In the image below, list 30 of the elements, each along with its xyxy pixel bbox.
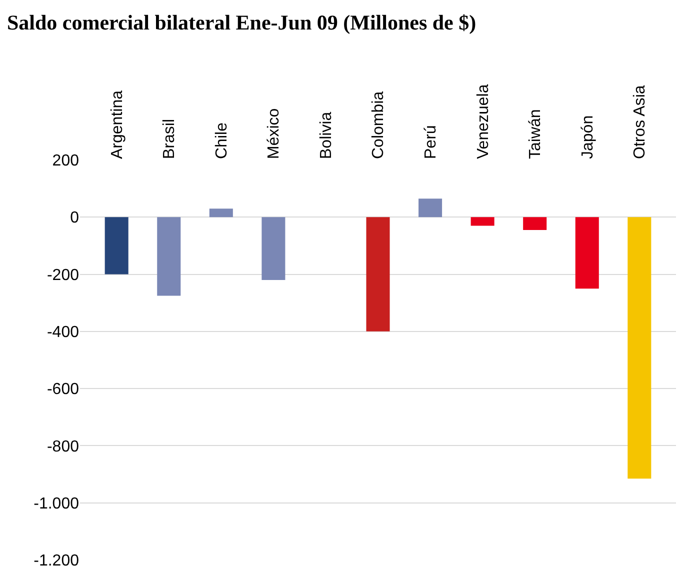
bar	[157, 217, 181, 296]
bar	[262, 217, 286, 280]
x-tick-label: Colombia	[370, 91, 388, 159]
y-tick-label: -1.000	[34, 495, 80, 512]
y-tick-label: 0	[70, 210, 80, 227]
y-tick-label: -600	[46, 381, 80, 398]
x-tick-label: Venezuela	[474, 84, 492, 159]
bar	[628, 217, 652, 479]
x-tick-label: Argentina	[108, 90, 126, 159]
bar	[575, 217, 599, 289]
y-tick-label: -400	[46, 324, 80, 342]
x-tick-label: Brasil	[161, 118, 178, 159]
bar	[470, 217, 494, 226]
y-tick-label: 200	[52, 152, 80, 170]
bar	[104, 217, 128, 274]
y-tick-label: -1.200	[34, 552, 80, 570]
x-tick-label: Japón	[579, 115, 596, 159]
x-tick-label: Otros Asia	[632, 85, 649, 159]
bar	[418, 198, 442, 218]
x-tick-label: Taiwán	[527, 109, 544, 159]
y-tick-label: -800	[46, 438, 80, 456]
chart-title: Saldo comercial bilateral Ene-Jun 09 (Millones de $)	[6, 10, 476, 34]
bar	[523, 217, 547, 230]
bar	[209, 208, 233, 218]
y-tick-label: -200	[46, 266, 80, 284]
x-tick-label: Chile	[213, 122, 230, 159]
x-tick-label: Bolivia	[318, 112, 335, 159]
x-tick-label: Perú	[422, 125, 440, 159]
x-tick-label: México	[266, 108, 283, 159]
bar	[366, 217, 390, 332]
